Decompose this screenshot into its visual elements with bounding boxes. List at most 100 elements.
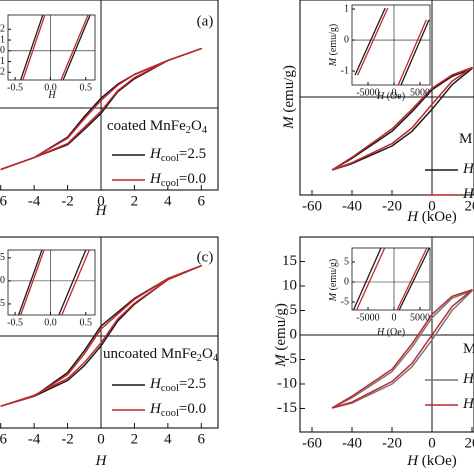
x-tick-label: 0 [428, 198, 436, 214]
inset-x-tick-label: -5000 [356, 312, 379, 323]
x-tick-label: -20 [382, 435, 402, 451]
legend-label: H [462, 161, 474, 177]
inset-line [58, 249, 87, 316]
inset-line [356, 247, 386, 311]
y-axis-label-part: M [281, 115, 297, 130]
y-tick-label: -15 [277, 400, 297, 416]
x-tick-label: -2 [61, 431, 74, 447]
sample-label-part: 2 [186, 125, 191, 136]
legend-label: Hcool=0.0 [149, 401, 206, 419]
loop-curve [331, 290, 473, 409]
inset-background [352, 248, 430, 310]
inset-line [20, 249, 45, 316]
inset-y-axis-label-part: (emu/g) [328, 24, 339, 58]
inset-line [62, 15, 91, 81]
inset-x-tick-label: -0.5 [7, 317, 23, 328]
inset-x-axis-label: H (Oe) [376, 327, 405, 338]
inset-x-axis-label-part: H [47, 90, 56, 101]
sample-label: M [459, 131, 472, 147]
x-tick-label: -40 [342, 198, 362, 214]
inset-x-tick-label: 0 [392, 312, 397, 323]
x-axis-label: H [95, 203, 108, 219]
inset-background [352, 5, 430, 85]
y-tick-label: 0 [290, 326, 298, 342]
x-axis-label-part: (kOe) [418, 209, 457, 225]
inset-x-tick-label: 5000 [410, 87, 430, 98]
inset-y-tick-label: -0.05 [0, 298, 5, 309]
loop-curve [331, 66, 473, 171]
sample-label-part: coated MnFe [107, 118, 186, 134]
panel-label: (c) [197, 249, 214, 265]
inset-frame [7, 249, 96, 316]
x-tick-label: -40 [342, 435, 362, 451]
x-tick-label: -4 [28, 193, 41, 209]
inset-y-axis-label-part: M [328, 57, 339, 67]
inset-line [357, 7, 389, 76]
legend-label-part: H [462, 371, 474, 387]
inset-y-tick-label: 0 [344, 276, 349, 287]
x-axis-label: H (kOe) [406, 453, 457, 469]
y-tick-label: 15 [282, 253, 297, 269]
inset-y-tick-label: -0.01 [0, 56, 5, 67]
legend-label-part: cool [161, 383, 179, 394]
sample-label: uncoated MnFe2O4 [103, 346, 219, 364]
inset-x-axis-label: H (Oe) [376, 91, 405, 102]
inset-y-tick-label: -1 [341, 65, 349, 76]
sample-label-part: 2 [197, 353, 202, 364]
x-tick-label: -60 [302, 435, 322, 451]
x-tick-label: 0 [97, 193, 105, 209]
inset-x-tick-label: 0.5 [80, 82, 93, 93]
sample-label-part: uncoated MnFe [103, 346, 197, 362]
legend-label: H [462, 396, 474, 412]
legend-label: Hcool=2.5 [149, 146, 206, 164]
x-tick-label: 0 [97, 431, 105, 447]
inset-line [396, 247, 428, 311]
sample-label: coated MnFe2O4 [107, 118, 208, 136]
x-tick-label: 4 [164, 193, 172, 209]
x-tick-label: -60 [302, 198, 322, 214]
x-tick-label: -6 [0, 431, 7, 447]
inset-line [17, 249, 43, 316]
x-tick-label: 6 [198, 193, 206, 209]
x-axis-label-part: (kOe) [418, 453, 457, 469]
inset-background [8, 15, 95, 80]
loop-curve [0, 264, 203, 407]
loop-curve [331, 289, 473, 409]
legend-label-part: cool [161, 178, 179, 189]
inset-x-axis-label-part: H [376, 91, 385, 102]
x-tick-label: 0 [428, 435, 436, 451]
inset-x-axis-label-part: H [376, 327, 385, 338]
x-tick-label: -20 [382, 198, 402, 214]
x-tick-label: 2 [131, 431, 139, 447]
inset-frame [7, 14, 96, 81]
legend-label-part: H [149, 146, 162, 162]
inset-y-tick-label: -5 [341, 296, 349, 307]
inset-x-axis-label-part: (Oe) [384, 327, 405, 338]
inset-x-axis-label: H [47, 90, 56, 101]
legend-label-part: cool [161, 153, 179, 164]
inset-x-tick-label: 5000 [410, 312, 430, 323]
sample-label-part: 4 [202, 125, 208, 136]
legend-label-part: cool [161, 408, 179, 419]
legend-label-part: H [149, 171, 162, 187]
x-tick-label: 20 [465, 435, 474, 451]
inset-y-tick-label: 1 [344, 3, 349, 14]
sample-label-part: M [463, 341, 474, 357]
legend-label-part: H [462, 396, 474, 412]
inset-y-tick-label: 0.05 [0, 252, 5, 263]
legend-label-part: H [149, 376, 162, 392]
sample-label-part: M [459, 131, 472, 147]
inset-frame [351, 4, 431, 86]
legend-label: H [462, 186, 474, 202]
inset-y-tick-label: -0.02 [0, 67, 5, 78]
legend-label: Hcool=0.0 [149, 171, 206, 189]
inset-line [22, 15, 46, 81]
inset-line [20, 15, 44, 81]
inset-y-tick-label: 0 [344, 34, 349, 45]
legend-label-part: =2.5 [179, 376, 206, 392]
x-axis-label: H [95, 453, 108, 469]
legend-label-part: H [149, 401, 162, 417]
inset-x-axis-label-part: (Oe) [384, 91, 405, 102]
inset-x-tick-label: -5000 [356, 87, 379, 98]
